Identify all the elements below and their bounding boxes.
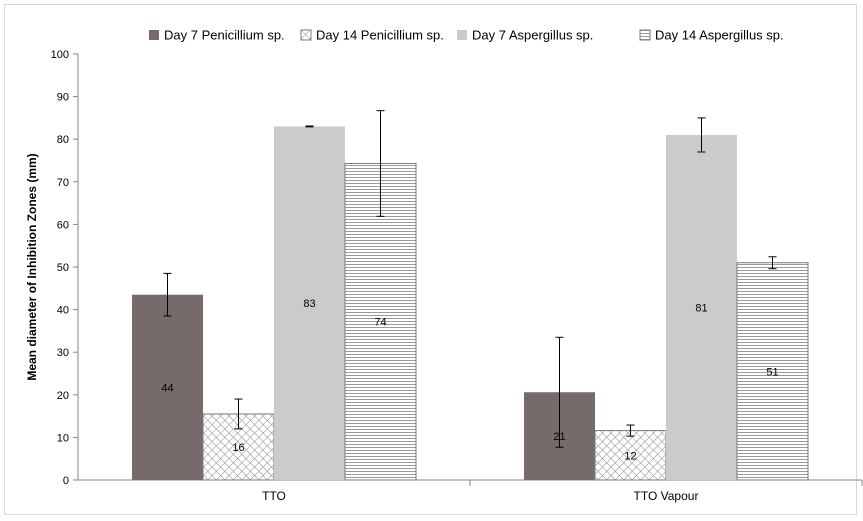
bar: [132, 294, 203, 480]
y-tick-label: 0: [63, 475, 69, 487]
legend-label: Day 14 Penicillium sp.: [316, 28, 444, 43]
data-label: 44: [161, 382, 173, 394]
legend-swatch: [457, 30, 467, 40]
y-tick-label: 40: [57, 305, 69, 317]
data-label: 12: [624, 450, 636, 462]
data-label: 21: [553, 431, 565, 443]
bar: [736, 262, 809, 481]
y-tick-label: 60: [57, 219, 69, 231]
legend-swatch: [300, 29, 312, 41]
data-label: 51: [766, 366, 778, 378]
y-tick-label: 20: [57, 390, 69, 402]
y-tick-label: 30: [57, 347, 69, 359]
legend-swatch: [149, 30, 159, 40]
y-tick-label: 50: [57, 262, 69, 274]
legend-label: Day 14 Aspergillus sp.: [655, 28, 784, 43]
legend-swatch: [639, 29, 651, 41]
y-tick-label: 70: [57, 177, 69, 189]
y-tick-label: 100: [51, 49, 69, 61]
legend-label: Day 7 Penicillium sp.: [164, 28, 285, 43]
y-tick-label: 10: [57, 432, 69, 444]
legend-label: Day 7 Aspergillus sp.: [472, 28, 593, 43]
data-label: 83: [303, 298, 315, 310]
bar: [666, 134, 737, 480]
y-tick-label: 90: [57, 92, 69, 104]
x-tick-label: TTO Vapour: [634, 489, 699, 503]
y-tick-label: 80: [57, 134, 69, 146]
y-axis-title: Mean diameter of Inhibition Zones (mm): [25, 153, 39, 380]
data-label: 81: [695, 302, 707, 314]
data-label: 16: [232, 442, 244, 454]
data-label: 74: [374, 317, 386, 329]
x-tick-label: TTO: [262, 489, 286, 503]
bar: [274, 126, 345, 481]
